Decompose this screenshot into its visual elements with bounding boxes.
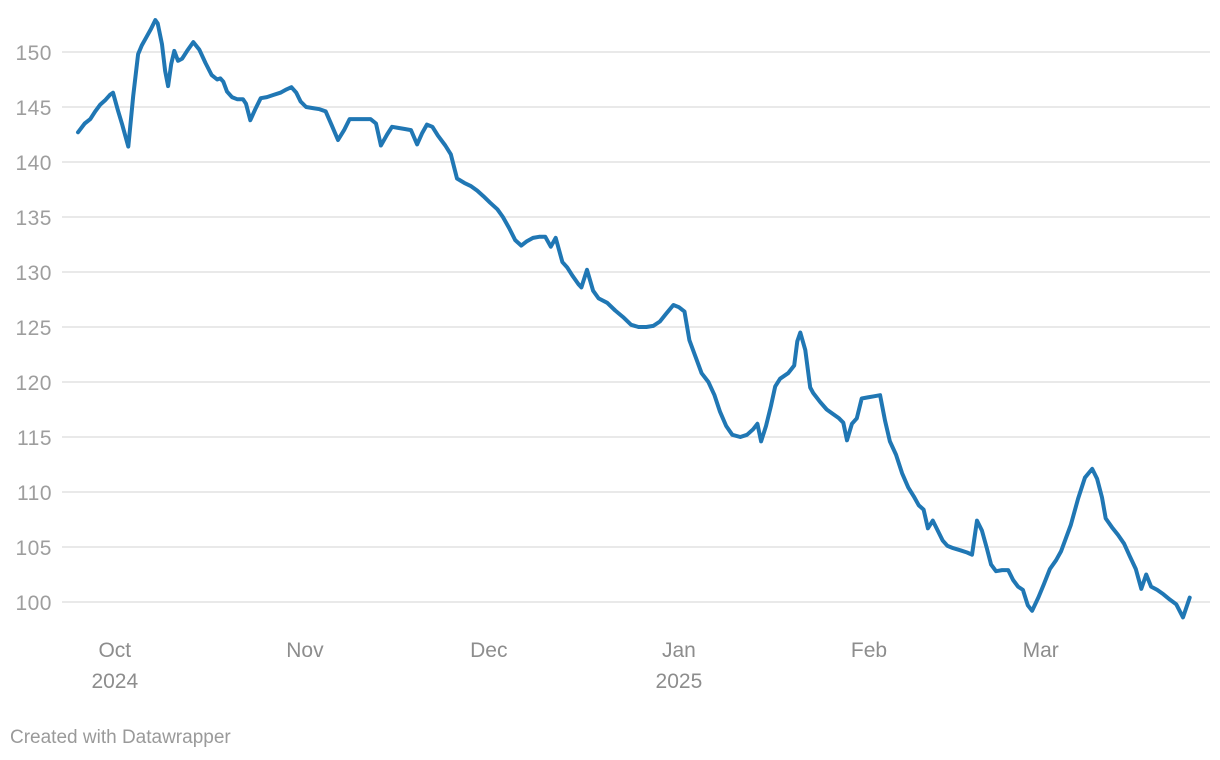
y-axis-tick-label: 125 <box>15 317 52 340</box>
y-axis-tick-label: 105 <box>15 537 52 560</box>
data-line-value[interactable] <box>76 18 1192 620</box>
y-axis-tick-label: 110 <box>17 482 52 505</box>
x-axis-month-label: Oct <box>98 639 131 662</box>
x-axis-month-label: Feb <box>851 639 887 662</box>
y-axis-tick-label: 130 <box>15 262 52 285</box>
x-axis-month-label: Jan <box>662 639 696 662</box>
x-axis-year-label: 2025 <box>656 670 703 693</box>
x-axis-month-label: Dec <box>470 639 507 662</box>
y-axis-tick-label: 100 <box>15 592 52 615</box>
y-axis-tick-label: 115 <box>17 427 52 450</box>
x-axis-month-label: Nov <box>286 639 324 662</box>
y-axis-tick-label: 140 <box>15 152 52 175</box>
y-axis-tick-label: 145 <box>15 97 52 120</box>
y-axis-tick-label: 120 <box>15 372 52 395</box>
y-axis-tick-label: 150 <box>15 42 52 65</box>
y-axis-tick-label: 135 <box>15 207 52 230</box>
x-axis-month-label: Mar <box>1023 639 1059 662</box>
datawrapper-attribution-link[interactable]: Created with Datawrapper <box>10 727 231 748</box>
x-axis-year-label: 2024 <box>91 670 138 693</box>
